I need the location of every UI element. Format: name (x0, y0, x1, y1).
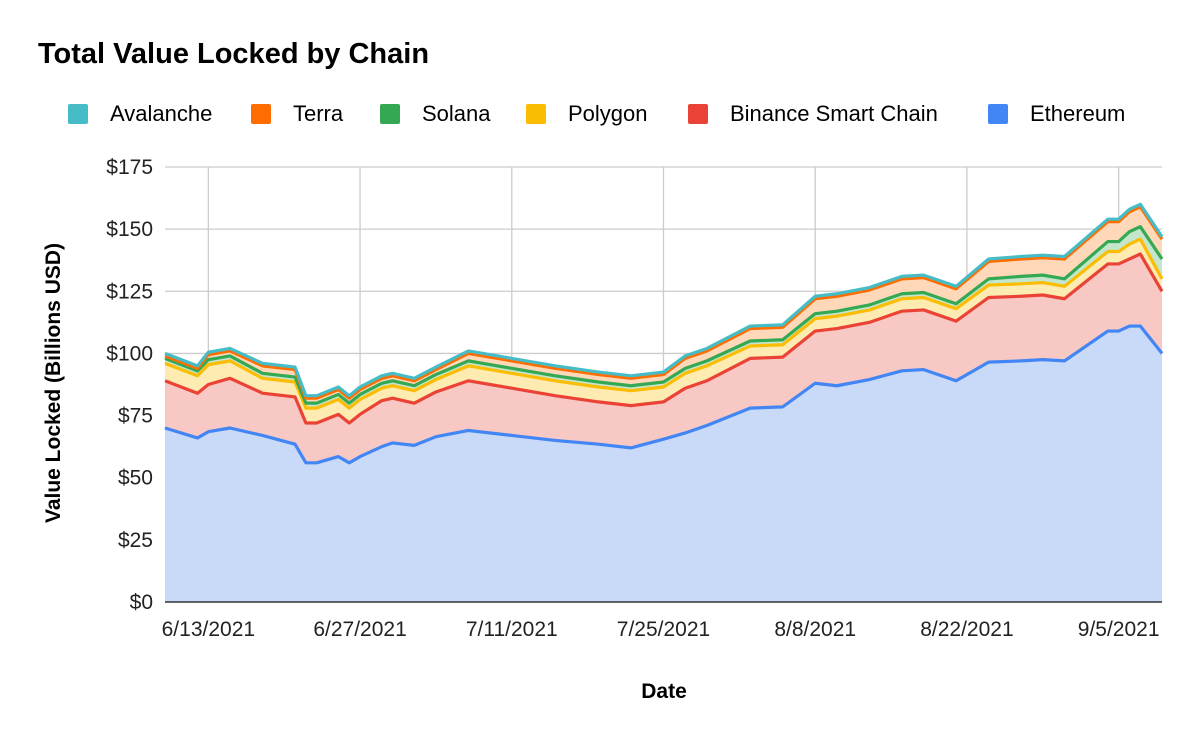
series-lines (164, 202, 1164, 465)
y-tick-label: $100 (106, 342, 153, 365)
x-tick-label: 7/11/2021 (466, 618, 558, 641)
legend-label: Ethereum (1030, 101, 1126, 126)
y-tick-label: $150 (106, 218, 153, 241)
legend-item-solana: Solana (380, 100, 491, 128)
line-solana (164, 225, 1164, 405)
line-binance-smart-chain (164, 252, 1164, 425)
area-ethereum (165, 326, 1162, 602)
legend-item-binance-smart-chain: Binance Smart Chain (688, 100, 938, 128)
x-tick-label: 6/13/2021 (162, 618, 255, 641)
y-tick-label: $75 (118, 405, 153, 428)
legend-item-ethereum: Ethereum (988, 100, 1125, 128)
y-tick-label: $0 (130, 591, 153, 614)
y-tick-label: $50 (118, 467, 153, 490)
legend-item-terra: Terra (251, 100, 343, 128)
legend-item-polygon: Polygon (526, 100, 648, 128)
legend-swatch (68, 104, 88, 124)
line-terra (164, 205, 1164, 400)
x-tick-label: 7/25/2021 (617, 618, 710, 641)
line-ethereum (164, 324, 1164, 465)
y-axis-title: Value Locked (Billions USD) (42, 243, 65, 523)
x-tick-label: 9/5/2021 (1078, 618, 1160, 641)
legend-swatch (251, 104, 271, 124)
x-tick-label: 6/27/2021 (313, 618, 406, 641)
chart-title: Total Value Locked by Chain (38, 38, 430, 70)
legend-swatch (688, 104, 708, 124)
legend-label: Polygon (568, 101, 648, 126)
y-tick-label: $25 (118, 529, 153, 552)
x-tick-label: 8/8/2021 (774, 618, 856, 641)
line-avalanche (164, 202, 1164, 398)
y-tick-label: $125 (106, 280, 153, 303)
x-axis-title: Date (641, 680, 687, 703)
legend-label: Binance Smart Chain (730, 101, 938, 126)
legend-swatch (988, 104, 1008, 124)
legend-swatch (526, 104, 546, 124)
legend-swatch (380, 104, 400, 124)
y-tick-label: $175 (106, 156, 153, 179)
legend-label: Avalanche (110, 101, 213, 126)
area-fills (165, 204, 1162, 602)
legend-item-avalanche: Avalanche (68, 100, 212, 128)
legend-label: Solana (422, 101, 491, 126)
tick-labels: $0 $25 $50 $75 $100 $125 $150 $175 6/13/2021 6/27… (106, 156, 1159, 641)
legend-label: Terra (293, 101, 344, 126)
area-binance-smart-chain (165, 254, 1162, 463)
x-tick-label: 8/22/2021 (920, 618, 1013, 641)
line-polygon (164, 237, 1164, 410)
